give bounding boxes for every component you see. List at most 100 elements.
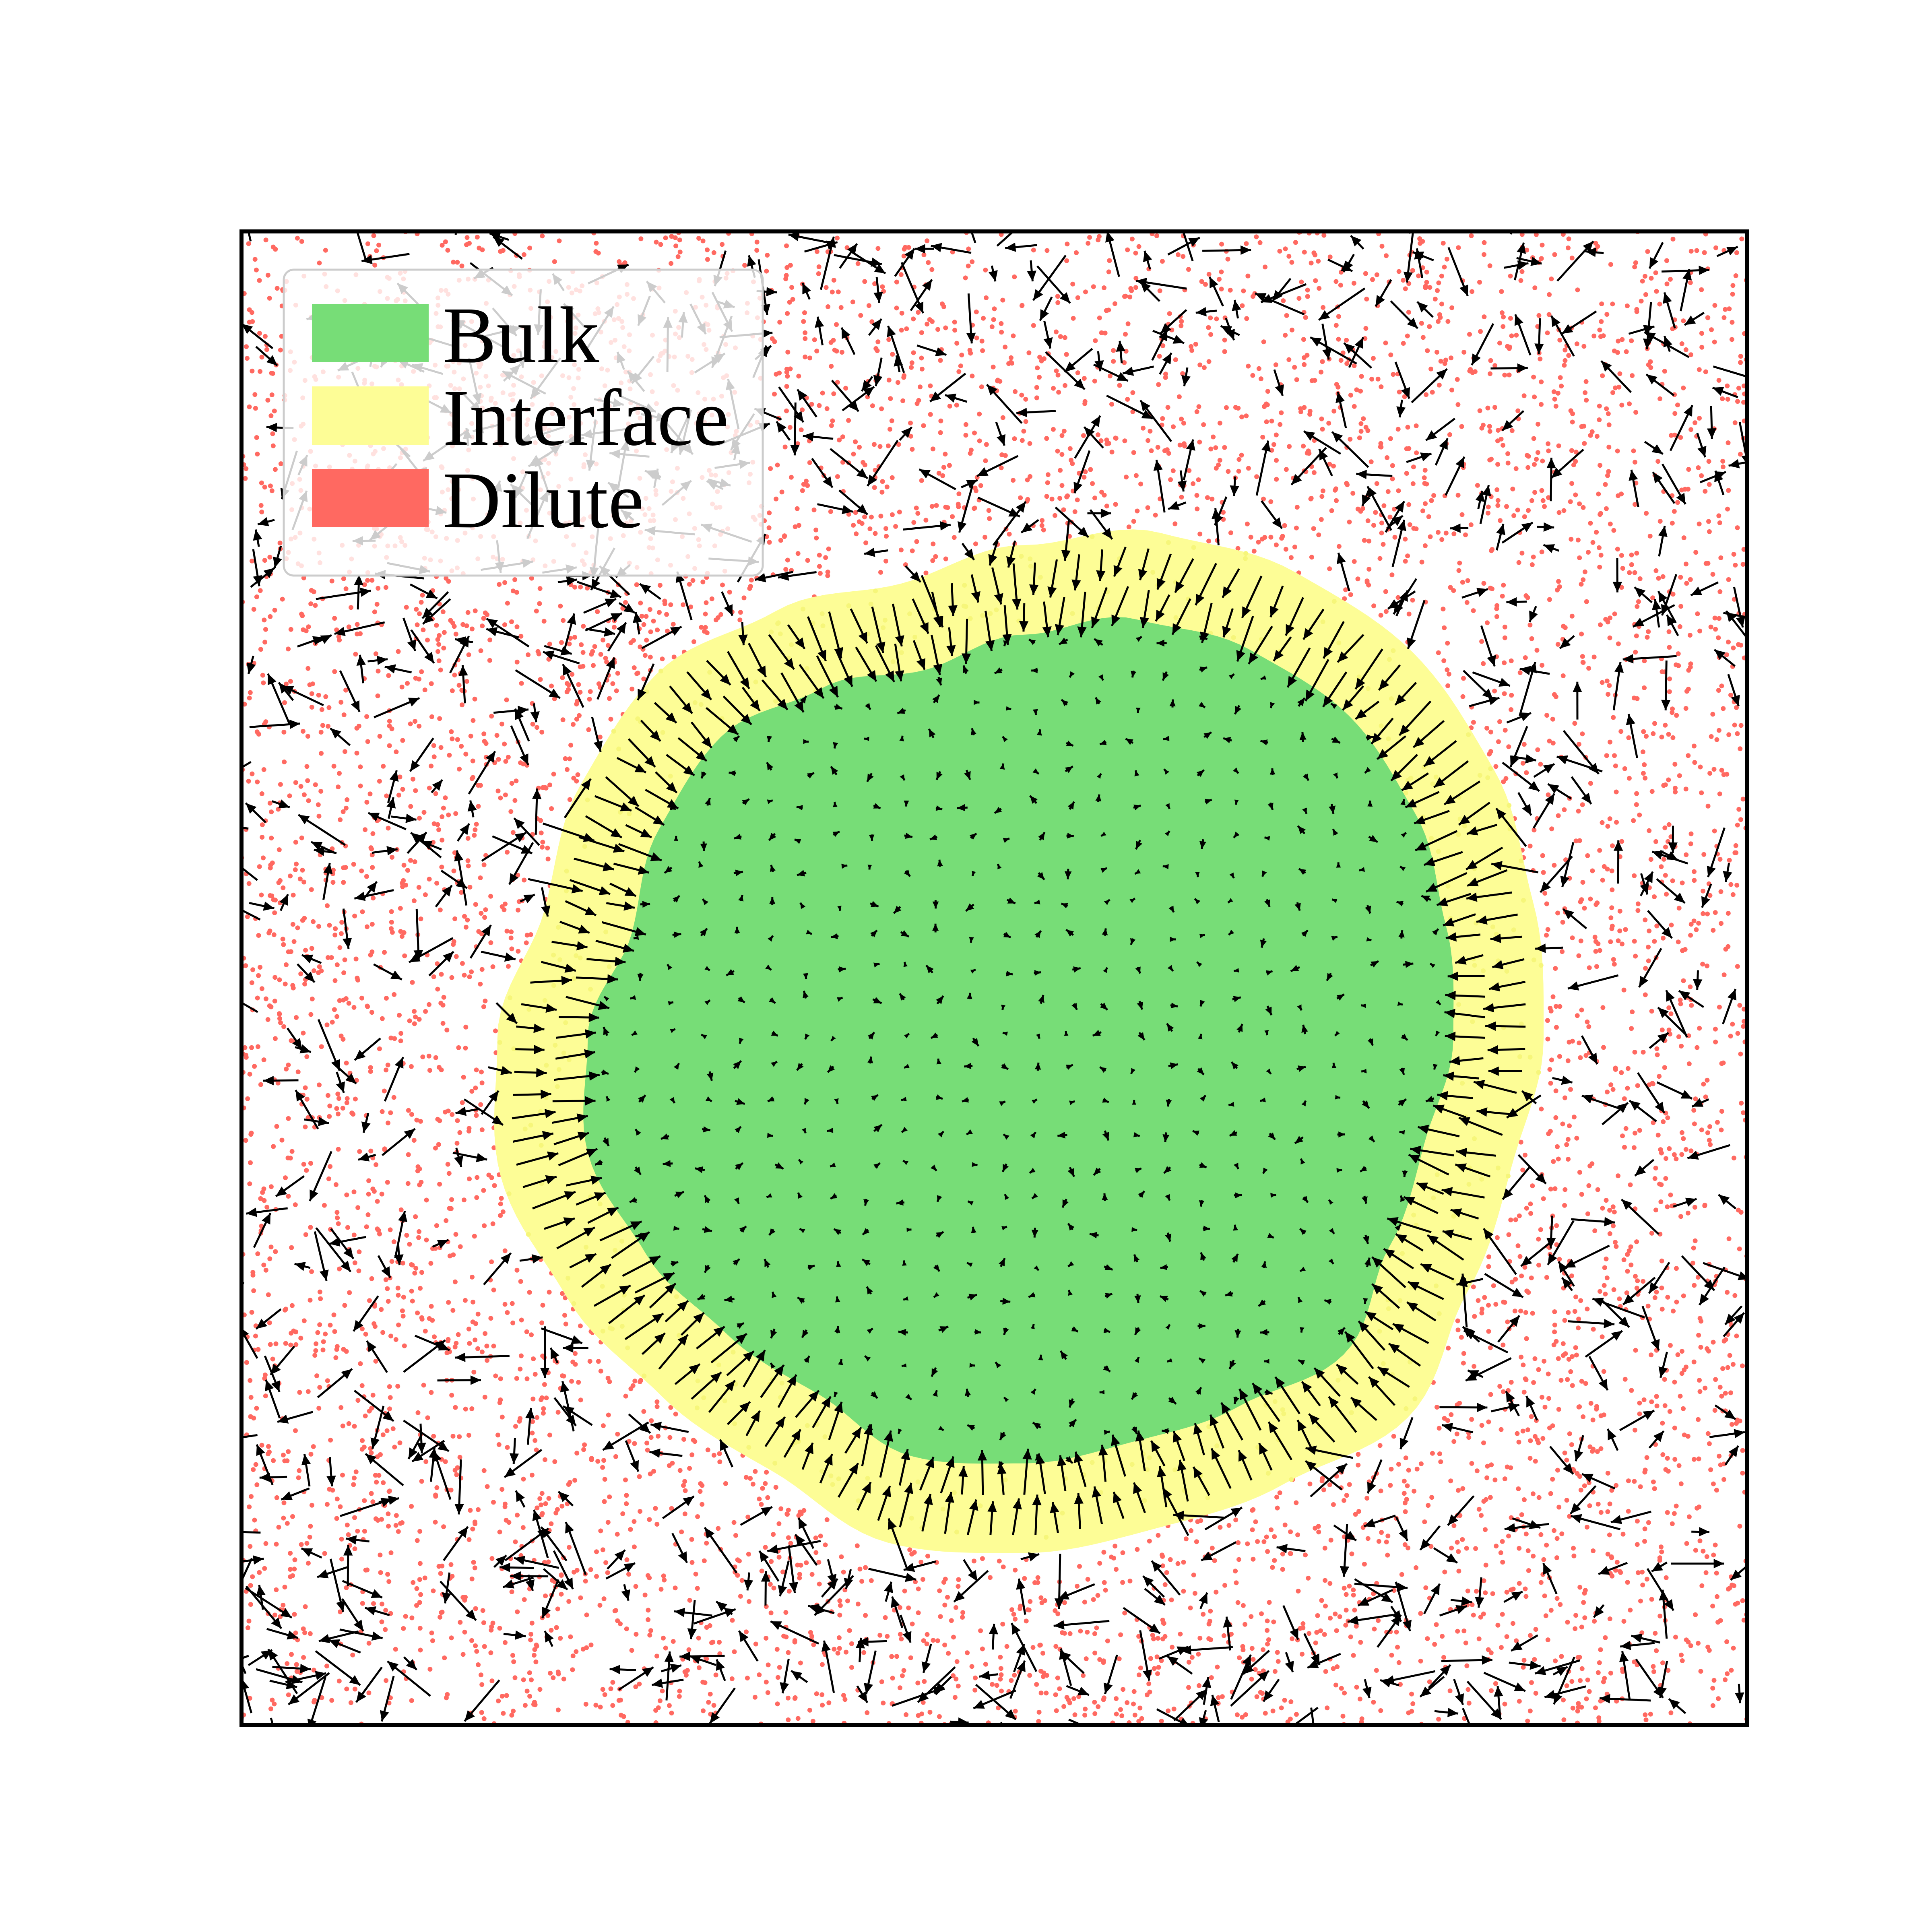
dilute-particle [400, 1313, 406, 1319]
dilute-particle [908, 421, 913, 425]
dilute-particle [417, 1229, 422, 1234]
dilute-particle [1696, 1641, 1701, 1646]
dilute-particle [546, 1496, 551, 1501]
dilute-particle [916, 310, 921, 315]
dilute-particle [1286, 254, 1292, 259]
dilute-particle [1549, 277, 1554, 281]
dilute-particle [1256, 539, 1261, 545]
dilute-particle [1214, 1589, 1219, 1595]
dilute-particle [620, 1511, 625, 1516]
dilute-particle [880, 479, 885, 484]
dilute-particle [1381, 542, 1386, 547]
dilute-particle [744, 1629, 749, 1635]
dilute-particle [408, 804, 413, 809]
dilute-particle [445, 1692, 450, 1697]
dilute-particle [1659, 1549, 1664, 1554]
dilute-particle [1715, 1594, 1719, 1599]
dilute-particle [1735, 1031, 1740, 1036]
dilute-particle [704, 1625, 709, 1630]
dilute-particle [533, 1372, 538, 1377]
dilute-particle [575, 772, 580, 777]
dilute-particle [1687, 633, 1693, 638]
dilute-particle [1091, 284, 1096, 289]
dilute-particle [1635, 1542, 1640, 1547]
dilute-particle [1739, 1100, 1744, 1106]
dilute-particle [1428, 366, 1434, 372]
dilute-particle [1604, 506, 1609, 511]
dilute-particle [1620, 1133, 1625, 1139]
dilute-particle [1664, 1156, 1668, 1161]
dilute-particle [942, 1602, 947, 1608]
dilute-particle [1280, 1551, 1285, 1556]
dilute-particle [1376, 1618, 1381, 1623]
dilute-particle [1666, 1005, 1672, 1010]
dilute-particle [1583, 1381, 1588, 1386]
dilute-particle [555, 1707, 561, 1713]
dilute-particle [329, 1698, 334, 1703]
dilute-particle [846, 418, 851, 423]
dilute-particle [437, 1118, 442, 1123]
dilute-particle [262, 1566, 267, 1571]
dilute-particle [1688, 922, 1694, 927]
dilute-particle [540, 1302, 545, 1308]
dilute-particle [1552, 252, 1557, 257]
dilute-particle [784, 408, 789, 413]
dilute-particle [648, 1628, 653, 1633]
dilute-particle [1680, 1658, 1685, 1663]
dilute-particle [1723, 947, 1728, 952]
dilute-particle [966, 246, 971, 252]
dilute-particle [316, 970, 321, 975]
dilute-particle [878, 514, 883, 519]
dilute-particle [901, 1668, 906, 1673]
dilute-particle [1601, 1045, 1606, 1050]
dilute-particle [875, 246, 881, 251]
dilute-particle [1472, 1314, 1477, 1319]
dilute-particle [1179, 495, 1184, 500]
dilute-particle [548, 1670, 553, 1676]
dilute-particle [281, 1500, 287, 1505]
dilute-particle [1737, 1523, 1742, 1529]
dilute-particle [283, 1175, 288, 1181]
dilute-particle [1626, 735, 1631, 740]
dilute-particle [1546, 448, 1551, 454]
dilute-particle [427, 1002, 431, 1007]
dilute-particle [1575, 1709, 1580, 1714]
dilute-particle [1447, 1688, 1453, 1693]
dilute-particle [510, 830, 516, 835]
dilute-particle [1575, 1013, 1580, 1018]
dilute-particle [413, 788, 418, 793]
dilute-particle [1532, 490, 1538, 495]
dilute-particle [1688, 1148, 1694, 1154]
dilute-particle [632, 665, 637, 670]
dilute-particle [565, 767, 570, 772]
dilute-particle [1635, 696, 1640, 701]
dilute-particle [1357, 435, 1362, 440]
dilute-particle [1699, 1583, 1705, 1588]
dilute-particle [1724, 772, 1730, 777]
dilute-particle [594, 241, 599, 246]
dilute-particle [345, 1096, 350, 1101]
dilute-particle [266, 1444, 271, 1449]
dilute-particle [1379, 384, 1384, 389]
dilute-particle [778, 538, 783, 543]
dilute-particle [991, 364, 996, 369]
dilute-particle [1641, 729, 1646, 734]
dilute-particle [251, 607, 256, 612]
dilute-particle [1723, 1337, 1728, 1342]
dilute-particle [1633, 1348, 1638, 1353]
dilute-particle [298, 971, 303, 976]
dilute-particle [1731, 1156, 1736, 1161]
dilute-particle [1577, 1170, 1582, 1175]
dilute-particle [839, 350, 844, 355]
dilute-particle [837, 1612, 842, 1618]
dilute-particle [549, 1628, 554, 1633]
dilute-particle [970, 374, 975, 379]
dilute-particle [264, 1205, 270, 1210]
dilute-particle [938, 358, 943, 363]
dilute-particle [863, 1613, 868, 1618]
dilute-particle [524, 1329, 529, 1334]
dilute-particle [401, 863, 407, 868]
dilute-particle [1103, 1587, 1108, 1593]
dilute-particle [930, 558, 935, 563]
dilute-particle [1280, 534, 1285, 539]
